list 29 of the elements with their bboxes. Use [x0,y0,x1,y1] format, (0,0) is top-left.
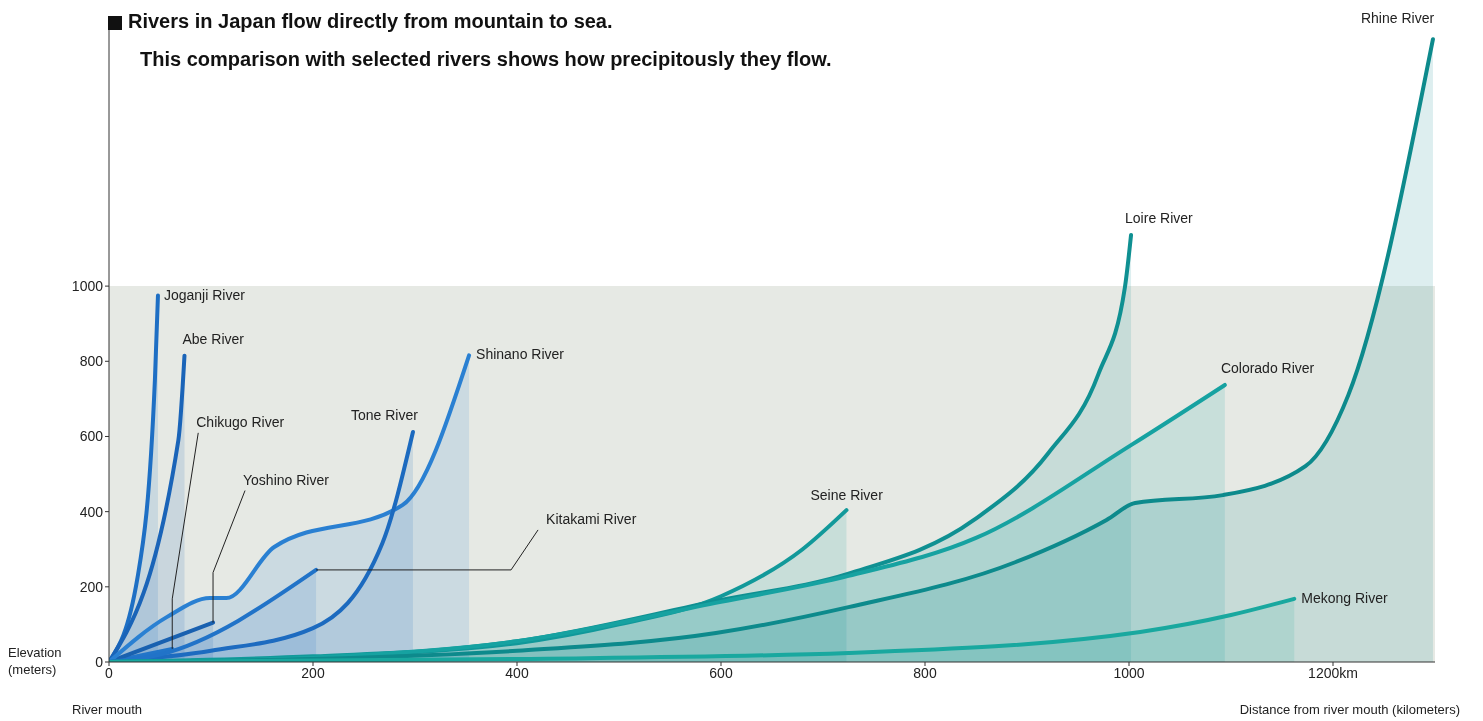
chart-title: Rivers in Japan flow directly from mountain to sea. [128,10,613,33]
y-tick-label: 1000 [71,278,104,295]
series-label: Tone River [350,406,419,423]
text: Yoshino River [243,471,330,488]
y-tick-label: 800 [79,353,104,370]
series-label: Loire River [1125,210,1194,226]
y-axis-title: Elevation (meters) [8,644,63,678]
series-label: Colorado River [1220,359,1315,376]
x-axis-title: Distance from river mouth (kilometers) [1239,702,1460,717]
text: Chikugo River [196,413,285,430]
x-tick-label: 200 [301,664,325,681]
series-label: Shinano River [476,346,565,363]
series-label: Rhine River [1360,10,1435,27]
text: Kitakami River [546,510,637,527]
series-label: Joganji River [163,286,246,303]
x-tick-label: 400 [505,664,529,681]
x-tick-label: 800 [913,664,937,681]
y-tick-label: 600 [79,428,104,445]
series-label: Seine River [810,487,884,504]
x-tick-label: 1000 [1113,664,1145,681]
text: This comparison with selected rivers shows how precipitously they flow. [140,48,832,71]
series-label: Abe River [182,330,245,347]
series-label: Mekong River [1301,589,1388,606]
x-tick-label: 600 [709,664,733,681]
x-tick-label: 1200km [1308,664,1358,681]
text: River mouth [72,702,143,717]
y-tick-label: 400 [79,503,104,520]
y-tick-label: 0 [95,653,104,670]
y-tick-label: 200 [79,578,104,595]
